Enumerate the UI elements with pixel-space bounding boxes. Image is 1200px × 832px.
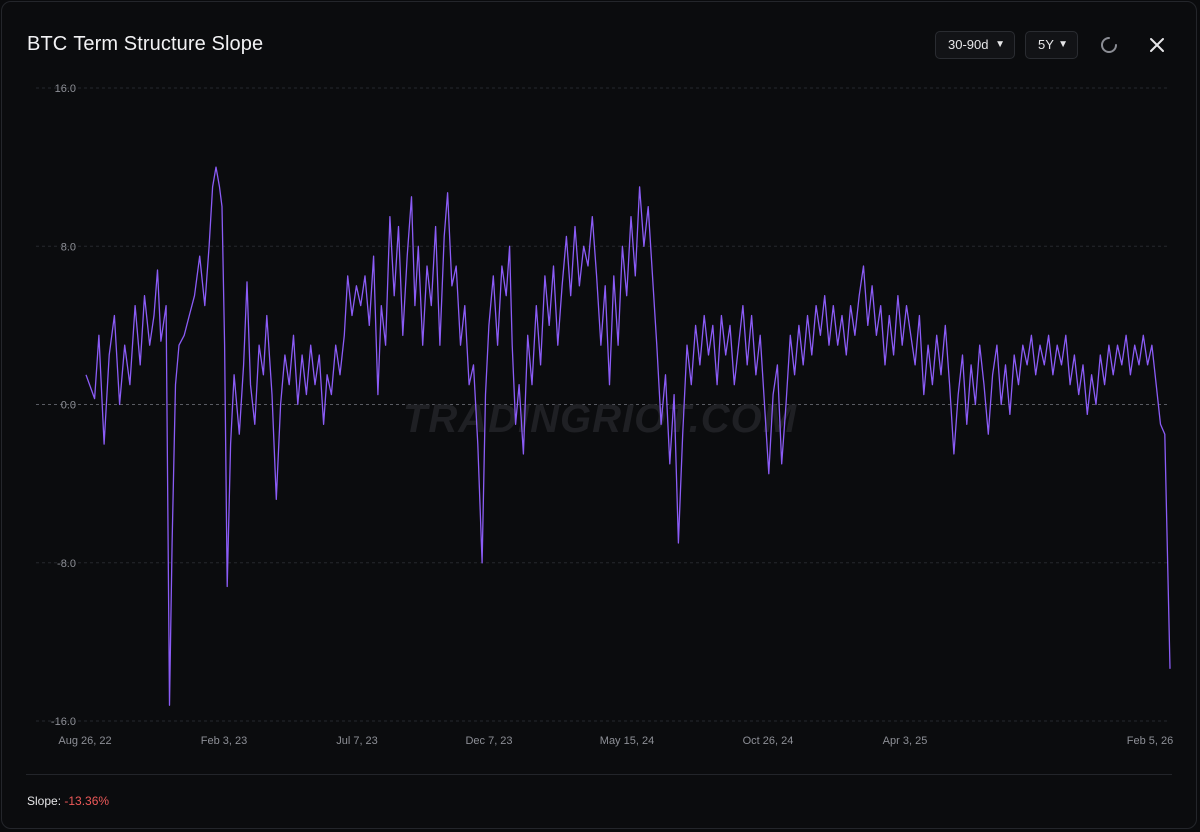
y-tick-label: -16.0 [51,716,76,728]
x-tick-label: Aug 26, 22 [58,735,111,747]
y-axis: 16.0 8.0 0.0 -8.0 -16.0 [51,83,76,728]
close-icon[interactable] [1146,34,1168,56]
x-tick-label: Apr 3, 25 [883,735,928,747]
chevron-down-icon: ▼ [995,39,1005,50]
x-tick-label: Dec 7, 23 [465,735,512,747]
slope-value: -13.36% [64,794,110,808]
range-select-value: 5Y [1038,37,1054,52]
slope-readout: Slope: -13.36% [27,794,109,808]
line-chart: TRADINGRIOT.COM 16.0 8.0 0.0 -8.0 -16.0 Aug … [36,83,1173,747]
page-title: BTC Term Structure Slope [27,33,263,56]
range-select[interactable]: 5Y ▼ [1025,31,1078,59]
x-tick-label: Feb 3, 23 [201,735,247,747]
watermark: TRADINGRIOT.COM [403,397,798,441]
tenor-select[interactable]: 30-90d ▼ [935,31,1015,59]
y-tick-label: 16.0 [55,83,76,95]
y-tick-label: -8.0 [57,558,76,570]
x-tick-label: Feb 5, 26 [1127,735,1173,747]
y-tick-label: 0.0 [61,400,76,412]
series-line [85,166,1171,706]
chevron-down-icon: ▼ [1058,39,1068,50]
x-tick-label: May 15, 24 [600,735,654,747]
y-tick-label: 8.0 [61,241,76,253]
x-tick-label: Oct 26, 24 [743,735,794,747]
refresh-icon[interactable] [1098,34,1120,56]
x-tick-label: Jul 7, 23 [336,735,378,747]
slope-label: Slope: [27,794,62,808]
title-symbol: BTC [27,33,68,55]
series-group [85,166,1171,706]
tenor-select-value: 30-90d [948,37,989,52]
divider [26,774,1172,775]
title-text: Term Structure Slope [73,33,264,55]
x-axis: Aug 26, 22 Feb 3, 23 Jul 7, 23 Dec 7, 23 May… [58,735,1173,747]
